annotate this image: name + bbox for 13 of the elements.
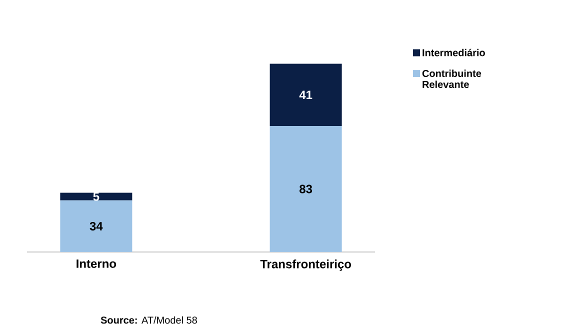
legend-label: Contribuinte Relevante — [422, 70, 482, 88]
data-label: 83 — [300, 184, 312, 194]
legend-label: Intermediário — [422, 48, 485, 56]
x-tick-label: Interno — [76, 260, 116, 268]
x-tick-label: Transfronteiriço — [260, 260, 352, 271]
text: Source: AT/Model 58 — [100, 316, 197, 324]
data-label: 34 — [90, 222, 103, 230]
bar — [60, 200, 132, 252]
bar — [60, 192, 132, 200]
data-label: 41 — [299, 90, 312, 100]
bar — [270, 126, 342, 252]
bar — [270, 64, 342, 126]
data-label: 5 — [93, 192, 100, 201]
